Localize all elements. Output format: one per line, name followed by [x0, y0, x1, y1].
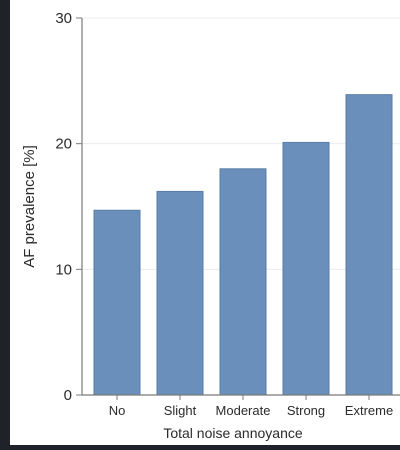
x-tick-label: Extreme — [345, 403, 393, 418]
axes — [81, 18, 400, 396]
y-axis-title: AF prevalence [%] — [21, 145, 38, 268]
x-tick-label: Slight — [164, 403, 197, 418]
bars — [93, 94, 393, 396]
y-tick-labels: 0 10 20 30 — [55, 10, 82, 404]
y-tick-label: 0 — [64, 387, 72, 404]
x-tick-label: No — [109, 403, 126, 418]
bar-moderate — [219, 168, 267, 396]
y-tick-label: 10 — [55, 261, 72, 278]
x-tick-label: Strong — [287, 403, 325, 418]
x-axis-title: Total noise annoyance — [163, 425, 303, 441]
bar-extreme — [345, 94, 393, 396]
bar-strong — [282, 141, 330, 396]
bar-slight — [156, 190, 204, 396]
bar-no — [93, 209, 141, 396]
x-tick-labels: No Slight Moderate Strong Extreme — [109, 395, 393, 418]
x-tick-label: Moderate — [216, 403, 271, 418]
y-tick-label: 20 — [55, 136, 72, 153]
chart-card — [10, 0, 400, 445]
y-tick-label: 30 — [55, 10, 72, 27]
